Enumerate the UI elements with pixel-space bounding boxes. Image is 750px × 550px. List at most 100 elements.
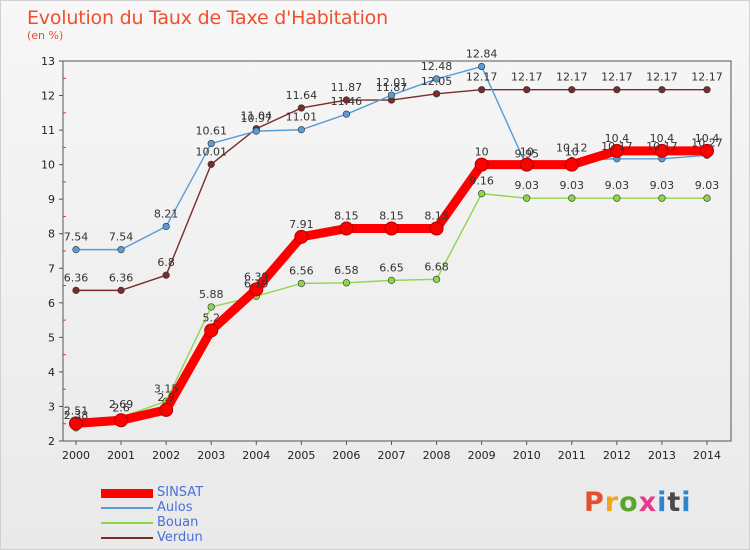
data-point-bouan <box>297 279 305 288</box>
x-tick-label: 2006 <box>332 449 360 462</box>
data-label-verdun: 12.05 <box>421 75 453 88</box>
y-tick-label: 5 <box>48 331 55 344</box>
legend-label: SINSAT <box>157 485 204 500</box>
data-label-bouan: 6.19 <box>244 277 269 290</box>
data-point-aulos <box>117 246 125 254</box>
data-label-bouan: 3.15 <box>154 382 179 395</box>
data-label-verdun: 11.87 <box>376 81 408 94</box>
data-point-verdun <box>523 86 531 94</box>
data-point-verdun <box>658 86 666 94</box>
data-point-sinsat <box>249 282 264 297</box>
data-point-bouan <box>387 276 396 284</box>
data-point-verdun <box>72 286 80 294</box>
x-tick-label: 2005 <box>287 449 315 462</box>
data-label-verdun: 10.01 <box>195 145 227 158</box>
data-label-sinsat: 5.2 <box>202 311 220 324</box>
data-point-verdun <box>568 86 576 94</box>
legend-label: Bouan <box>157 515 199 530</box>
data-point-bouan <box>658 194 666 202</box>
y-tick-label: 13 <box>41 55 55 68</box>
x-tick-label: 2001 <box>107 449 135 462</box>
x-tick-label: 2003 <box>197 449 225 462</box>
data-point-bouan <box>478 190 486 198</box>
data-point-bouan <box>703 194 711 202</box>
data-label-sinsat: 10.4 <box>650 132 675 145</box>
data-label-aulos: 7.54 <box>109 231 134 244</box>
data-label-bouan: 9.03 <box>650 179 675 192</box>
data-point-aulos <box>387 91 396 99</box>
data-label-verdun: 11.64 <box>286 89 318 102</box>
data-point-sinsat <box>339 221 354 236</box>
data-label-sinsat: 2.51 <box>64 404 89 417</box>
data-label-bouan: 9.03 <box>695 179 720 192</box>
legend-swatch <box>101 537 153 539</box>
data-point-aulos <box>342 110 351 118</box>
data-label-bouan: 9.16 <box>469 175 494 188</box>
data-point-aulos <box>72 246 80 254</box>
data-label-bouan: 6.65 <box>379 261 404 274</box>
data-label-bouan: 9.03 <box>605 179 630 192</box>
data-label-sinsat: 2.6 <box>112 401 130 414</box>
data-point-verdun <box>162 271 170 279</box>
data-point-verdun <box>432 90 441 98</box>
data-label-bouan: 9.03 <box>560 179 585 192</box>
data-label-sinsat: 8.15 <box>334 210 359 223</box>
x-tick-label: 2009 <box>468 449 496 462</box>
x-tick-label: 2000 <box>62 449 90 462</box>
y-tick-label: 6 <box>48 297 55 310</box>
data-label-sinsat: 10 <box>475 146 489 159</box>
data-point-aulos <box>478 62 486 71</box>
data-label-sinsat: 2.9 <box>157 391 175 404</box>
y-tick-label: 2 <box>48 435 55 448</box>
x-tick-label: 2002 <box>152 449 180 462</box>
y-tick-label: 4 <box>48 366 55 379</box>
data-point-sinsat <box>204 323 219 338</box>
data-label-sinsat: 8.15 <box>424 210 449 223</box>
data-label-aulos: 12.84 <box>466 48 498 61</box>
data-point-bouan <box>613 194 621 202</box>
legend-label: Aulos <box>157 500 193 515</box>
line-chart: 2 3 4 5 6 7 8 9 10 11 12 13 2000 2001 2002 2003 2004 2005… <box>41 48 732 462</box>
x-tick-label: 2014 <box>693 449 721 462</box>
brand-logo: Proxiti <box>584 487 692 518</box>
chart-title: Evolution du Taux de Taxe d'Habitation <box>27 7 388 29</box>
legend-swatch <box>101 522 153 524</box>
data-label-verdun: 6.8 <box>157 256 175 269</box>
data-point-verdun <box>117 286 125 294</box>
data-point-sinsat <box>609 143 624 158</box>
data-label-sinsat: 10.4 <box>695 132 720 145</box>
data-point-aulos <box>432 75 441 83</box>
data-point-sinsat <box>159 402 174 417</box>
data-label-bouan: 6.68 <box>424 260 449 273</box>
data-label-aulos: 8.21 <box>154 207 179 220</box>
data-point-sinsat <box>429 221 444 236</box>
data-point-verdun <box>478 86 486 94</box>
data-label-bouan: 6.58 <box>334 264 359 277</box>
data-label-verdun: 11.04 <box>241 110 273 123</box>
legend-swatch <box>101 507 153 509</box>
data-point-aulos <box>297 126 305 134</box>
data-label-aulos: 10.97 <box>241 112 273 125</box>
data-label-verdun: 12.17 <box>556 71 588 84</box>
data-point-verdun <box>207 160 215 168</box>
data-point-bouan <box>207 303 215 311</box>
data-point-sinsat <box>564 157 579 172</box>
data-label-verdun: 12.17 <box>646 71 678 84</box>
data-label-bouan: 5.88 <box>199 288 224 301</box>
data-label-bouan: 2.38 <box>64 409 89 422</box>
data-label-aulos: 7.54 <box>64 231 89 244</box>
data-label-aulos: 12.01 <box>376 76 408 89</box>
legend-label: Verdun <box>157 530 203 545</box>
data-point-aulos <box>252 127 260 135</box>
data-label-aulos: 10.61 <box>195 125 227 138</box>
data-point-sinsat <box>519 157 534 172</box>
data-point-sinsat <box>700 143 714 158</box>
data-label-aulos: 10.12 <box>556 141 588 154</box>
y-tick-label: 3 <box>48 400 55 413</box>
y-tick-label: 12 <box>41 90 55 103</box>
data-point-bouan <box>568 194 576 202</box>
data-label-sinsat: 10 <box>565 146 579 159</box>
legend-swatch <box>101 489 153 498</box>
x-tick-label: 2013 <box>648 449 676 462</box>
data-point-sinsat <box>384 221 399 236</box>
